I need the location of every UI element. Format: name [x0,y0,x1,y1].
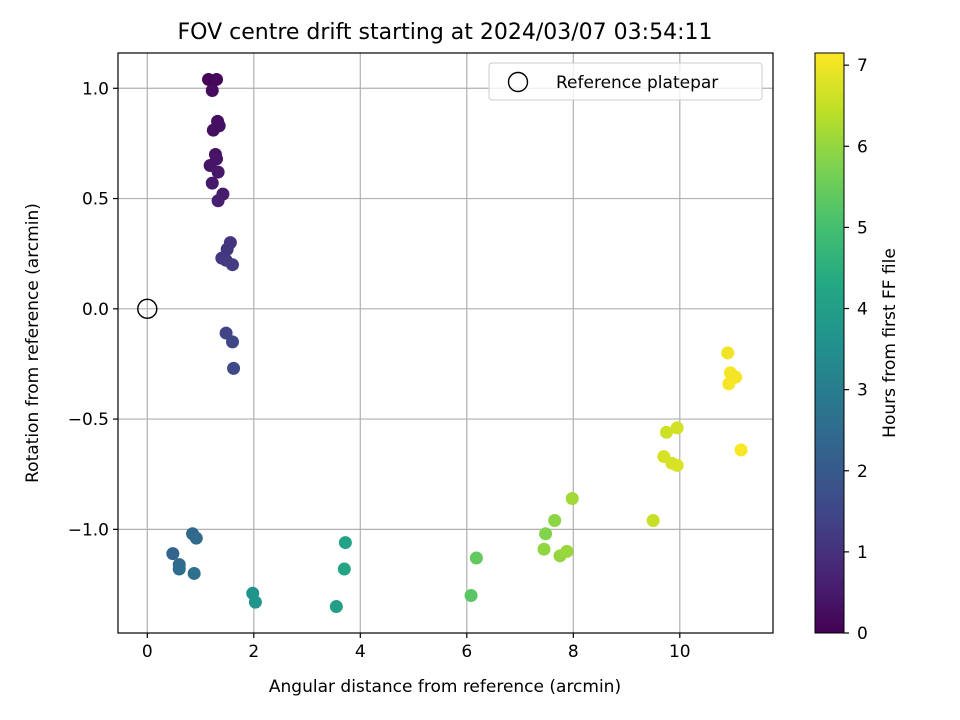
data-point [565,491,579,505]
chart-title: FOV centre drift starting at 2024/03/07 … [178,20,713,45]
data-point [206,123,220,137]
data-point [187,566,201,580]
colorbar-tick-label: 1 [857,543,868,563]
data-point [539,527,553,541]
data-point [172,562,186,576]
y-axis-label: Rotation from reference (arcmin) [23,203,43,483]
data-point [225,258,239,272]
data-point [560,544,574,558]
grid-lines [118,53,773,633]
y-tick-label: 0.0 [82,300,109,320]
legend-box [488,62,763,101]
reference-point-layer [137,298,158,320]
x-tick-label: 2 [248,642,259,662]
x-tick-label: 0 [142,642,153,662]
data-point [227,361,241,375]
data-point [537,542,551,556]
reference-platepar-marker [137,298,158,320]
data-point [337,562,351,576]
x-axis-ticks: 0 2 4 6 8 10 [142,633,691,662]
colorbar-tick-label: 0 [857,624,868,644]
colorbar: 0 1 2 3 4 5 6 7 Hours from first FF file [814,52,900,644]
data-point [722,377,736,391]
data-point [670,458,684,472]
x-axis-label: Angular distance from reference (arcmin) [269,677,621,697]
legend-label-reference: Reference platepar [556,73,718,93]
data-point [646,514,660,528]
data-point [659,425,673,439]
y-tick-label: 1.0 [82,79,109,99]
data-point [734,443,748,457]
y-tick-label: −1.0 [68,520,109,540]
x-tick-label: 8 [568,642,579,662]
x-tick-label: 6 [461,642,472,662]
data-point [211,194,225,208]
data-point [469,551,483,565]
colorbar-tick-label: 6 [857,137,868,157]
colorbar-tick-label: 5 [857,218,868,238]
data-point [548,514,562,528]
colorbar-tick-label: 7 [857,56,868,76]
colorbar-tick-label: 4 [857,300,868,320]
colorbar-tick-label: 3 [857,381,868,401]
legend: Reference platepar [488,62,763,101]
data-point [464,589,478,603]
y-tick-label: −0.5 [68,410,109,430]
data-point [338,536,352,550]
colorbar-ticks: 0 1 2 3 4 5 6 7 [844,56,868,644]
colorbar-tick-label: 2 [857,462,868,482]
data-point [210,72,224,86]
colorbar-label: Hours from first FF file [880,248,900,438]
x-tick-label: 10 [669,642,691,662]
data-point [189,531,203,545]
data-point [670,421,684,435]
data-point [248,595,262,609]
data-point [166,547,180,561]
y-axis-ticks: −1.0 −0.5 0.0 0.5 1.0 [68,79,118,540]
data-point [721,346,735,360]
legend-marker-reference [507,71,529,93]
y-tick-label: 0.5 [82,190,109,210]
x-tick-label: 4 [355,642,366,662]
data-points [166,72,748,614]
data-point [225,335,239,349]
colorbar-gradient [814,52,845,634]
data-point [329,600,343,614]
data-point [205,83,219,97]
data-point [205,176,219,190]
plot-frame [117,52,774,634]
data-point [211,165,225,179]
